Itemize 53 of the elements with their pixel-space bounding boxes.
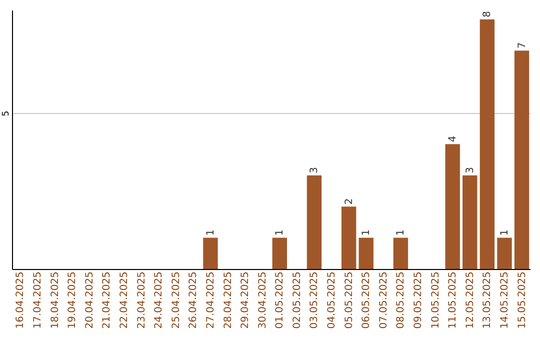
x-tick-label: 12.05.2025 (464, 272, 476, 329)
x-tick-label: 23.04.2025 (136, 272, 148, 329)
data-label: 2 (344, 198, 355, 205)
x-tick-label: 01.05.2025 (274, 272, 286, 329)
x-tick-label: 16.04.2025 (15, 272, 26, 329)
x-tick-label: 21.04.2025 (102, 272, 113, 329)
x-tick-label: 25.04.2025 (170, 272, 182, 329)
x-tick-label: 04.05.2025 (326, 272, 338, 329)
x-tick-label: 26.04.2025 (188, 272, 200, 329)
bar (462, 175, 478, 269)
x-tick-label: 30.04.2025 (257, 272, 268, 329)
bar (480, 19, 495, 269)
data-label: 1 (499, 229, 510, 236)
data-label: 1 (361, 229, 372, 236)
data-label: 1 (274, 229, 286, 236)
x-tick-label: 05.05.2025 (344, 272, 355, 329)
x-tick-label: 08.05.2025 (396, 272, 407, 329)
data-label: 1 (396, 229, 407, 236)
x-tick-label: 09.05.2025 (413, 272, 424, 329)
x-tick-label: 20.04.2025 (84, 272, 96, 329)
x-tick-label: 13.05.2025 (482, 272, 494, 329)
data-label: 8 (482, 10, 494, 18)
bar (393, 238, 408, 269)
bar (514, 50, 530, 269)
bar (341, 206, 356, 269)
bar (272, 238, 287, 269)
bar (445, 144, 460, 269)
x-tick-label: 02.05.2025 (292, 272, 303, 329)
bar (203, 238, 218, 269)
y-tick-label: 5 (2, 110, 12, 116)
x-tick-label: 24.04.2025 (154, 272, 165, 329)
data-label: 3 (464, 167, 476, 174)
bar (497, 238, 512, 269)
x-tick-label: 06.05.2025 (361, 272, 372, 329)
x-tick-label: 10.05.2025 (430, 272, 442, 329)
x-tick-label: 03.05.2025 (309, 272, 320, 329)
x-tick-label: 22.04.2025 (118, 272, 130, 329)
x-tick-label: 17.04.2025 (32, 272, 44, 329)
data-label: 4 (448, 136, 459, 142)
x-tick-label: 27.04.2025 (205, 272, 216, 329)
data-label: 1 (205, 229, 216, 236)
data-label: 7 (516, 42, 528, 49)
x-tick-label: 28.04.2025 (222, 272, 234, 329)
x-tick-label: 29.04.2025 (240, 272, 252, 329)
x-tick-label: 14.05.2025 (499, 272, 510, 329)
x-tick-label: 07.05.2025 (378, 272, 390, 329)
x-tick-label: 11.05.2025 (448, 272, 459, 329)
bar (358, 238, 374, 269)
data-label: 3 (309, 167, 320, 174)
x-tick-label: 15.05.2025 (516, 272, 528, 329)
x-tick-label: 19.04.2025 (67, 272, 78, 329)
x-tick-label: 18.04.2025 (50, 272, 61, 329)
bar (306, 175, 322, 269)
